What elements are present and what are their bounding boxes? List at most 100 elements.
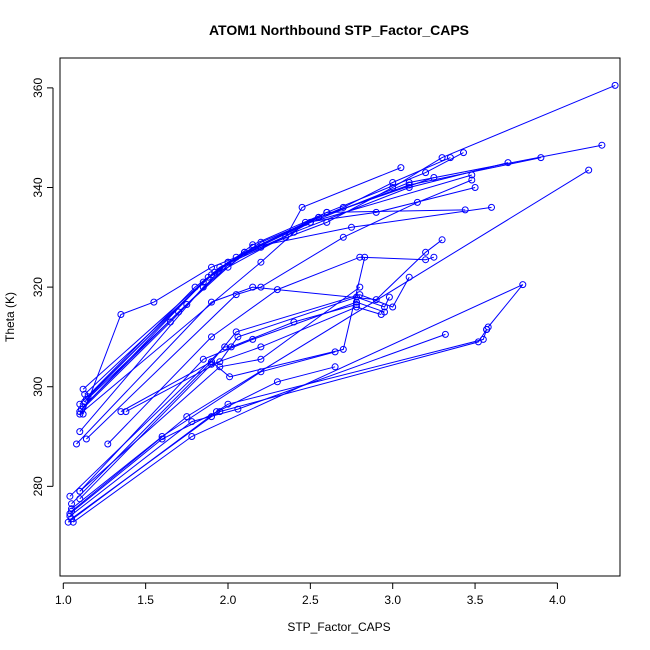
data-point [389,179,397,186]
series-line-15 [120,276,410,413]
plot-frame [59,57,621,577]
series-21 [68,253,369,508]
data-point [331,348,339,356]
data-point [413,198,421,206]
data-point [298,203,306,211]
series-10 [76,203,495,436]
series-24 [66,330,449,520]
data-point [199,355,207,363]
data-point [82,435,90,443]
y-tick-label: 300 [31,376,45,396]
series-11 [76,184,479,418]
data-point [68,500,75,508]
x-tick-label: 4.0 [549,593,566,607]
data-point [204,273,212,281]
series-line-20 [69,304,357,497]
series-13 [73,236,446,448]
data-point [79,385,87,393]
data-point [224,258,232,266]
series-28 [68,166,593,515]
series-line-12 [86,179,472,440]
data-point [488,203,495,211]
series-line-16 [125,296,390,413]
data-point [353,298,360,306]
data-point [290,318,298,326]
data-point [356,283,364,291]
data-point [122,408,130,416]
y-tick-label: 360 [31,78,45,98]
x-tick-label: 3.0 [384,593,401,607]
data-point [249,283,257,291]
data-point [76,410,84,418]
x-tick-label: 3.5 [467,593,484,607]
data-point [69,518,77,526]
series-line-11 [79,187,476,415]
data-point [323,208,331,216]
data-point [422,169,430,177]
x-axis-label: STP_Factor_CAPS [287,620,390,634]
data-point [537,154,545,162]
data-point [249,243,257,251]
data-point [199,283,207,291]
data-point [585,166,593,174]
data-point [257,283,265,291]
x-tick-label: 1.5 [137,593,154,607]
y-tick-label: 320 [31,277,45,297]
series-line-27 [72,284,524,523]
data-point [377,311,385,318]
series-16 [122,293,393,416]
data-point [361,253,369,261]
data-point [446,154,454,162]
data-point [183,301,191,308]
data-point [227,343,235,351]
data-point [76,400,84,408]
data-point [226,373,234,381]
data-point [257,355,265,363]
data-point [389,303,397,311]
data-point [81,390,89,398]
x-tick-label: 1.0 [55,593,72,607]
data-point [208,298,215,306]
data-point [208,358,215,366]
data-point [188,418,196,426]
data-point [441,330,449,338]
data-point [117,408,125,416]
y-axis-label: Theta (K) [3,292,17,342]
series-line-28 [71,169,589,512]
data-point [221,343,229,351]
data-point [385,293,393,301]
series-line-10 [79,206,492,432]
data-point [183,413,191,421]
data-point [339,233,347,241]
data-point [104,440,112,448]
data-point [273,378,281,386]
data-point [208,413,215,421]
data-point [64,518,72,526]
data-point [348,223,355,231]
data-point [208,333,215,341]
data-point [257,368,265,376]
data-point [479,335,487,343]
series-line-24 [69,333,446,517]
series-line-1 [79,162,509,412]
x-tick-label: 2.0 [220,593,237,607]
data-point [150,298,158,306]
y-tick-label: 340 [31,177,45,197]
data-point [199,278,207,286]
data-point [438,236,446,244]
data-point [468,171,476,179]
series-line-14 [107,256,435,445]
series-line-22 [71,351,336,510]
series-27 [69,281,527,526]
data-point [484,323,492,331]
data-point [339,345,347,353]
data-point [331,363,339,371]
data-point [188,433,196,440]
series-12 [82,176,476,443]
data-point [76,487,84,495]
data-point [468,176,476,184]
data-point [598,141,606,149]
data-point [224,263,232,271]
